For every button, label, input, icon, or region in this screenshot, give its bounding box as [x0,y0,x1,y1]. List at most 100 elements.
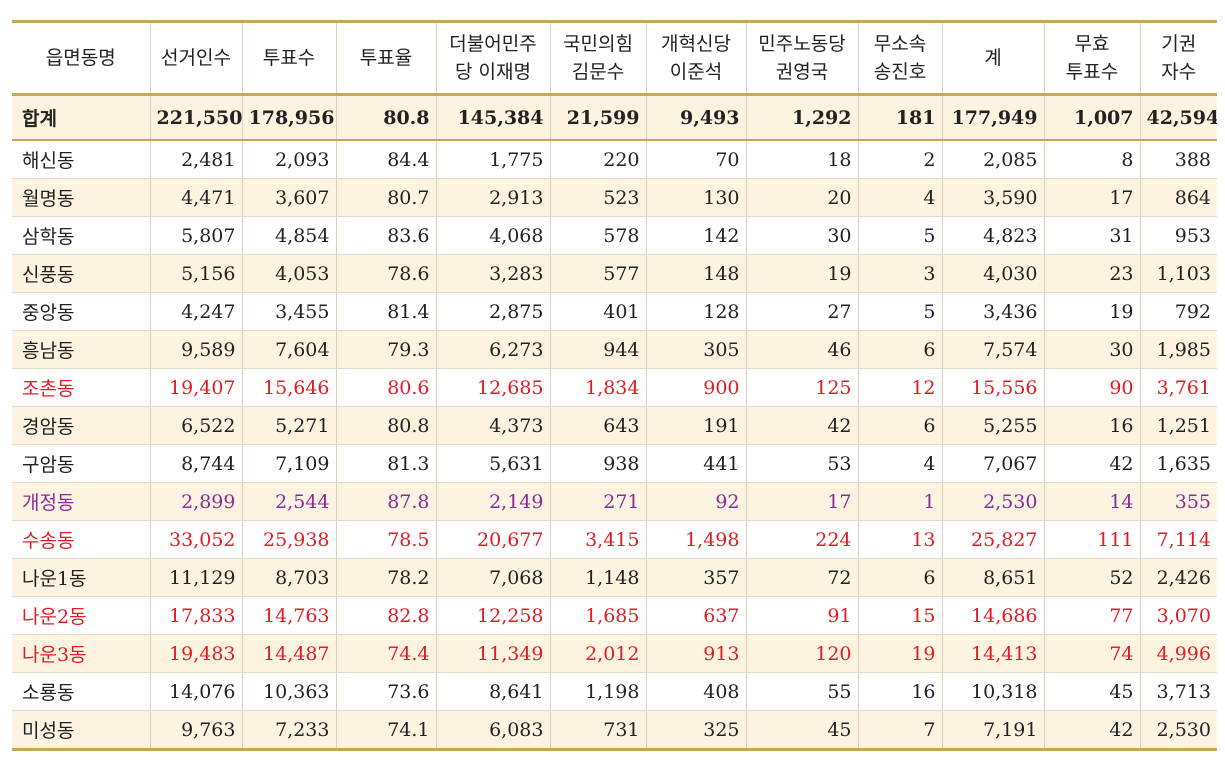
table-row: 구암동 8,744 7,109 81.3 5,631 938 441 53 4 7,067 42 1,… [12,444,1217,483]
table-cell-total-valid: 10,318 [941,672,1045,711]
table-cell-turnout: 78.6 [335,254,437,293]
table-cell-turnout: 78.2 [335,558,437,597]
table-cell-turnout: 78.5 [335,520,437,559]
table-cell-candidate-lee-jaemyung: 20,677 [435,520,551,559]
table-cell-candidate-song-jinho: 5 [857,216,943,255]
table-cell-candidate-kim-moonsoo: 578 [549,216,647,255]
column-header-votes-cast: 투표수 [241,21,337,96]
table-cell-candidate-kim-moonsoo: 731 [549,710,647,750]
table-cell-turnout: 83.6 [335,216,437,255]
table-cell-candidate-kim-moonsoo: 21,599 [549,94,647,141]
table-cell-abstentions: 3,070 [1139,596,1217,635]
column-header-line: 민주노동당 [758,33,846,55]
table-cell-candidate-lee-jaemyung: 5,631 [435,444,551,483]
district-name-cell: 중앙동 [12,292,151,331]
column-header-line: 기권 [1161,33,1197,55]
table-cell-candidate-kwon-youngkook: 224 [745,520,859,559]
table-cell-electors: 4,247 [149,292,243,331]
table-cell-total-valid: 4,030 [941,254,1045,293]
table-cell-votes-cast: 3,455 [241,292,337,331]
table-cell-candidate-kwon-youngkook: 55 [745,672,859,711]
table-cell-electors: 14,076 [149,672,243,711]
table-cell-candidate-lee-junseok: 128 [645,292,747,331]
table-cell-total-valid: 5,255 [941,406,1045,445]
table-cell-candidate-kwon-youngkook: 120 [745,634,859,673]
table-cell-electors: 9,763 [149,710,243,750]
table-cell-abstentions: 42,594 [1139,94,1217,141]
table-cell-abstentions: 864 [1139,178,1217,217]
table-cell-votes-cast: 3,607 [241,178,337,217]
table-cell-abstentions: 792 [1139,292,1217,331]
table-cell-candidate-lee-junseok: 441 [645,444,747,483]
column-header-total-valid: 계 [941,21,1045,96]
column-header-line: 국민의힘 [563,33,633,55]
column-header-turnout: 투표율 [335,21,437,96]
table-cell-candidate-lee-jaemyung: 2,149 [435,482,551,521]
table-cell-candidate-song-jinho: 181 [857,94,943,141]
table-cell-candidate-lee-junseok: 325 [645,710,747,750]
table-cell-candidate-kwon-youngkook: 30 [745,216,859,255]
table-cell-candidate-kwon-youngkook: 42 [745,406,859,445]
table-cell-turnout: 80.8 [335,94,437,141]
district-name-cell: 미성동 [12,710,151,750]
table-cell-candidate-song-jinho: 19 [857,634,943,673]
table-cell-candidate-kim-moonsoo: 271 [549,482,647,521]
table-cell-turnout: 84.4 [335,140,437,179]
table-cell-candidate-lee-junseok: 9,493 [645,94,747,141]
table-cell-candidate-kwon-youngkook: 27 [745,292,859,331]
table-cell-candidate-lee-jaemyung: 2,875 [435,292,551,331]
table-cell-electors: 11,129 [149,558,243,597]
table-row: 흥남동 9,589 7,604 79.3 6,273 944 305 46 6 7,574 30 1,… [12,330,1217,369]
table-cell-votes-cast: 178,956 [241,94,337,141]
table-row: 조촌동 19,407 15,646 80.6 12,685 1,834 900 125 12 15… [12,368,1217,407]
district-name-cell: 소룡동 [12,672,151,711]
table-row: 나운2동 17,833 14,763 82.8 12,258 1,685 637 91 15 14… [12,596,1217,635]
column-header-line: 선거인수 [161,47,231,69]
election-results-table: 읍면동명 선거인수 투표수 투표율 더불어민주 당 이재명 국민의힘 김문수 개혁신당 이준석 민주… [12,20,1217,751]
table-cell-electors: 2,481 [149,140,243,179]
table-cell-votes-cast: 4,854 [241,216,337,255]
table-cell-total-valid: 14,413 [941,634,1045,673]
table-cell-invalid-votes: 111 [1043,520,1141,559]
table-cell-candidate-kwon-youngkook: 18 [745,140,859,179]
table-cell-candidate-kim-moonsoo: 3,415 [549,520,647,559]
table-cell-electors: 5,807 [149,216,243,255]
table-row: 나운1동 11,129 8,703 78.2 7,068 1,148 357 72 6 8,651… [12,558,1217,597]
table-cell-abstentions: 355 [1139,482,1217,521]
table-cell-votes-cast: 8,703 [241,558,337,597]
table-cell-turnout: 74.1 [335,710,437,750]
table-cell-candidate-kwon-youngkook: 91 [745,596,859,635]
table-cell-candidate-kwon-youngkook: 17 [745,482,859,521]
table-cell-total-valid: 7,067 [941,444,1045,483]
table-cell-candidate-kwon-youngkook: 20 [745,178,859,217]
table-cell-invalid-votes: 8 [1043,140,1141,179]
column-header-line: 당 이재명 [455,61,531,83]
table-cell-candidate-song-jinho: 4 [857,444,943,483]
table-cell-abstentions: 2,426 [1139,558,1217,597]
table-cell-votes-cast: 25,938 [241,520,337,559]
table-cell-candidate-kim-moonsoo: 938 [549,444,647,483]
table-cell-turnout: 79.3 [335,330,437,369]
table-cell-candidate-lee-junseok: 1,498 [645,520,747,559]
table-cell-candidate-lee-junseok: 900 [645,368,747,407]
table-cell-candidate-song-jinho: 2 [857,140,943,179]
table-cell-abstentions: 2,530 [1139,710,1217,750]
table-cell-total-valid: 7,574 [941,330,1045,369]
table-cell-candidate-lee-junseok: 70 [645,140,747,179]
column-header-line: 김문수 [571,61,625,83]
table-cell-votes-cast: 5,271 [241,406,337,445]
table-cell-invalid-votes: 1,007 [1043,94,1141,141]
table-cell-candidate-song-jinho: 3 [857,254,943,293]
column-header-invalid-votes: 무효 투표수 [1043,21,1141,96]
column-header-line: 자수 [1161,61,1197,83]
table-header: 읍면동명 선거인수 투표수 투표율 더불어민주 당 이재명 국민의힘 김문수 개혁신당 이준석 민주… [12,21,1217,96]
table-cell-candidate-lee-junseok: 408 [645,672,747,711]
table-cell-invalid-votes: 31 [1043,216,1141,255]
table-cell-votes-cast: 2,544 [241,482,337,521]
table-cell-turnout: 74.4 [335,634,437,673]
table-cell-candidate-kwon-youngkook: 125 [745,368,859,407]
district-name-cell: 경암동 [12,406,151,445]
table-cell-candidate-lee-jaemyung: 12,685 [435,368,551,407]
table-cell-total-valid: 7,191 [941,710,1045,750]
column-header-line: 무효 [1074,33,1110,55]
